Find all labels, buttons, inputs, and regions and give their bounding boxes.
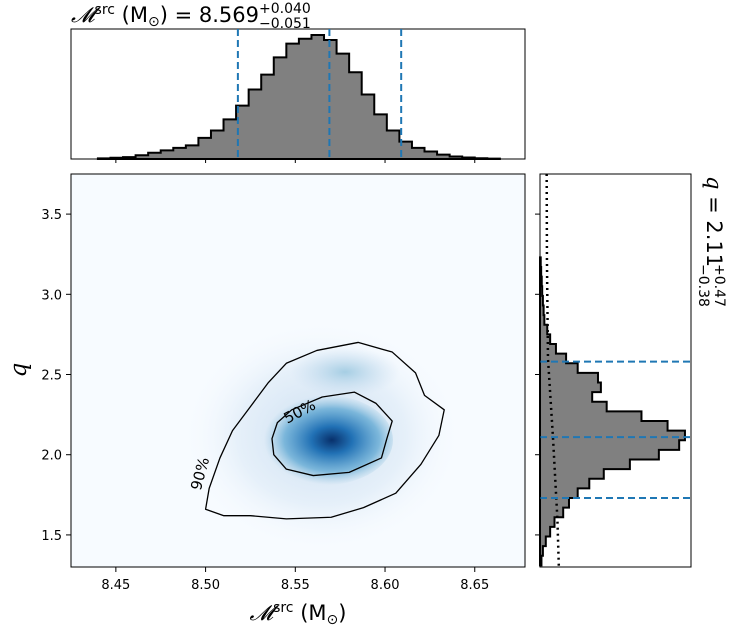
top-hist-fill xyxy=(97,35,500,159)
x-tick-label: 8.60 xyxy=(371,578,400,593)
density-core xyxy=(257,395,393,485)
right-title-symbol: q xyxy=(702,176,726,189)
x-title-unit-close: ) xyxy=(338,601,346,625)
right-title-equals: = xyxy=(702,189,726,220)
top-marginal-ticks xyxy=(115,159,476,163)
right-title-median: 2.11 xyxy=(702,220,726,267)
top-title-unit-sub: ⊙ xyxy=(148,14,160,30)
right-marginal-ticks xyxy=(535,213,540,536)
x-tick-label: 8.45 xyxy=(101,578,130,593)
top-marginal-title: 𝓜src (M⊙) = 8.569 xyxy=(71,2,259,30)
x-title-unit-sub: ⊙ xyxy=(327,612,339,628)
right-marginal-histogram xyxy=(539,256,686,567)
joint-frame xyxy=(70,173,526,568)
x-tick-label: 8.50 xyxy=(191,578,220,593)
x-axis-title: 𝓜src (M⊙) xyxy=(250,600,347,628)
top-title-minus: −0.051 xyxy=(259,16,311,32)
top-title-unit: (M xyxy=(115,3,148,27)
right-prior-curve xyxy=(545,173,561,568)
right-hist-outline xyxy=(539,256,686,567)
x-title-unit: (M xyxy=(294,601,327,625)
top-marginal-histogram xyxy=(96,34,501,160)
top-title-equals: = xyxy=(168,3,199,27)
right-marginal-prior-curve xyxy=(545,173,561,568)
joint-x-ticks: 8.45 8.50 8.55 8.60 8.65 xyxy=(101,567,489,593)
right-title-minus: −0.38 xyxy=(695,264,711,307)
x-tick-label: 8.55 xyxy=(281,578,310,593)
density-upper-lobe xyxy=(290,347,400,397)
contour-lines xyxy=(204,341,445,520)
y-tick-label: 3.0 xyxy=(41,288,62,303)
y-tick-label: 2.5 xyxy=(41,369,62,384)
contour-90 xyxy=(204,341,445,520)
right-marginal-title: q = 2.11 xyxy=(702,176,726,267)
right-marginal-quantile-lines xyxy=(540,360,691,500)
y-tick-label: 2.0 xyxy=(41,449,62,464)
top-title-sup: src xyxy=(95,2,115,18)
top-marginal-panel: 𝓜src (M⊙) = 8.569 +0.040 −0.051 xyxy=(70,1,526,163)
y-axis-title: q xyxy=(6,363,32,378)
top-title-plus: +0.040 xyxy=(259,1,311,17)
contour-50 xyxy=(271,391,393,477)
top-title-unit-close: ) xyxy=(160,3,168,27)
top-hist-outline xyxy=(96,34,501,160)
joint-panel: 50% 90% 8.45 8.50 8.55 8.60 8.65 1.52.02.53.… xyxy=(6,173,526,628)
y-tick-label: 3.5 xyxy=(41,208,62,223)
x-title-sup: src xyxy=(273,600,293,616)
right-title-plus: +0.47 xyxy=(711,264,727,307)
right-marginal-panel: q = 2.11 +0.47 −0.38 xyxy=(535,173,727,568)
joint-y-ticks: 1.5 2.0 2.5 3.0 3.5 xyxy=(41,208,71,544)
x-tick-label: 8.65 xyxy=(460,578,489,593)
top-title-median: 8.569 xyxy=(199,3,259,27)
y-tick-label: 1.5 xyxy=(41,529,62,544)
right-marginal-frame xyxy=(539,173,692,568)
